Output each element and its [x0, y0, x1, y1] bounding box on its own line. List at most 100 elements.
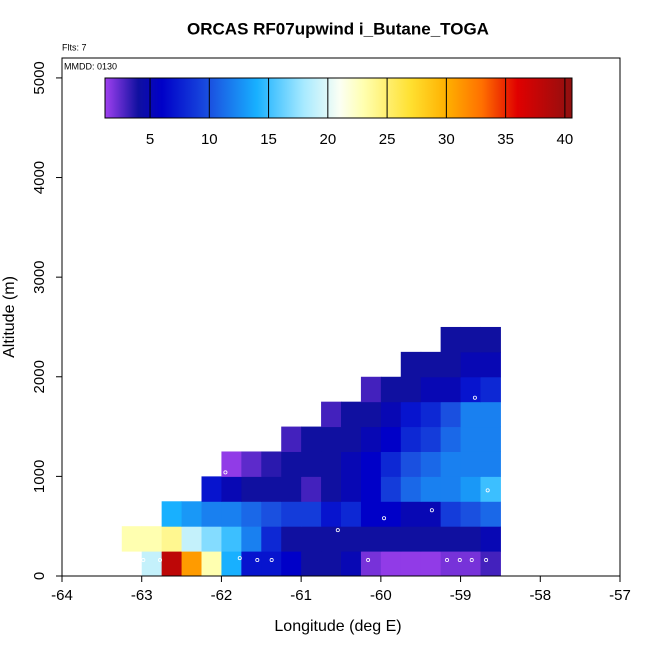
x-tick-label: -57: [609, 587, 631, 604]
x-axis-title: Longitude (deg E): [274, 618, 401, 635]
heat-cell: [440, 326, 462, 353]
flight-point: [469, 558, 474, 563]
heat-cell: [360, 376, 382, 403]
flight-point: [429, 508, 434, 513]
x-tick-label: -59: [450, 587, 472, 604]
flight-point: [269, 558, 274, 563]
heat-cell: [221, 476, 242, 502]
heat-cell: [420, 451, 442, 477]
heat-cell: [261, 451, 282, 477]
heat-cell: [181, 551, 202, 577]
heat-cell: [480, 476, 501, 502]
heat-cell: [440, 526, 462, 552]
heat-cell: [420, 426, 442, 452]
heat-cell: [360, 451, 382, 477]
y-tick-label: 5000: [31, 61, 48, 94]
flight-point: [223, 470, 228, 475]
heat-cell: [341, 501, 362, 527]
heat-cell: [281, 551, 302, 577]
colorbar-tick-label: 5: [146, 131, 154, 148]
heat-cell: [241, 451, 262, 477]
flight-point: [472, 395, 477, 400]
heat-cell: [341, 426, 362, 452]
heat-cell: [281, 451, 302, 477]
x-tick-label: -62: [211, 587, 233, 604]
heat-cell: [261, 476, 282, 502]
heat-cell: [161, 526, 183, 552]
heat-cell: [460, 326, 481, 353]
heat-cell: [281, 426, 302, 452]
colorbar-tick-label: 40: [557, 131, 574, 148]
chart-title: ORCAS RF07upwind i_Butane_TOGA: [187, 19, 489, 38]
heat-cell: [301, 426, 322, 452]
colorbar-tick-label: 20: [319, 131, 336, 148]
heat-cell: [380, 376, 402, 403]
y-tick-label: 4000: [31, 161, 48, 194]
heat-cell: [360, 476, 382, 502]
heat-cell: [141, 551, 163, 577]
heat-cell: [440, 351, 462, 378]
annotation: MMDD: 0130: [64, 61, 117, 71]
heat-cell: [380, 451, 402, 477]
heat-cell: [400, 501, 422, 527]
colorbar: [104, 77, 573, 119]
heat-cell: [201, 551, 222, 577]
colorbar-tick-label: 10: [201, 131, 218, 148]
flight-point: [141, 558, 146, 563]
heat-cell: [321, 476, 342, 502]
heat-cell: [241, 551, 262, 577]
colorbar-tick-label: 25: [379, 131, 396, 148]
heat-cell: [301, 526, 322, 552]
flight-point: [481, 301, 486, 306]
heat-cell: [261, 501, 282, 527]
heat-cell: [301, 476, 322, 502]
y-tick-label: 1000: [31, 460, 48, 493]
colorbar-tick-label: 30: [438, 131, 455, 148]
heat-cell: [440, 501, 462, 527]
heat-cell: [201, 526, 222, 552]
heat-cell: [281, 476, 302, 502]
y-tick-label: 2000: [31, 360, 48, 393]
heat-cell: [341, 451, 362, 477]
heat-cell: [460, 526, 481, 552]
heat-cell: [440, 451, 462, 477]
heat-cell: [480, 426, 501, 452]
x-tick-label: -60: [370, 587, 392, 604]
heat-cell: [400, 351, 422, 378]
heat-cell: [380, 501, 402, 527]
heat-cell: [380, 401, 402, 428]
heat-cell: [121, 526, 143, 552]
heat-cell: [321, 501, 342, 527]
heat-cell: [460, 501, 481, 527]
heat-cell: [480, 551, 501, 577]
heat-cell: [360, 526, 382, 552]
heat-cell: [321, 401, 342, 428]
heat-cell: [241, 526, 262, 552]
heat-cell: [460, 551, 481, 577]
heat-cell: [321, 426, 342, 452]
heat-cell: [321, 526, 342, 552]
heat-cell: [420, 501, 442, 527]
heat-cell: [161, 551, 183, 577]
subtitle: Flts: 7: [62, 42, 87, 52]
flight-point: [237, 556, 242, 561]
flight-point: [485, 488, 490, 493]
heat-cell: [480, 326, 501, 353]
heat-cell: [460, 451, 481, 477]
heat-cell: [261, 526, 282, 552]
heat-cell: [221, 526, 242, 552]
heat-cell: [440, 401, 462, 428]
heat-cell: [261, 551, 282, 577]
heat-cell: [480, 376, 501, 403]
heat-cell: [420, 551, 442, 577]
heat-cell: [301, 451, 322, 477]
heat-cell: [380, 426, 402, 452]
heat-cell: [460, 476, 481, 502]
heat-cell: [400, 476, 422, 502]
heat-cell: [440, 476, 462, 502]
x-tick-label: -63: [131, 587, 153, 604]
heat-cell: [380, 476, 402, 502]
heat-cell: [440, 551, 462, 577]
heat-cell: [341, 551, 362, 577]
